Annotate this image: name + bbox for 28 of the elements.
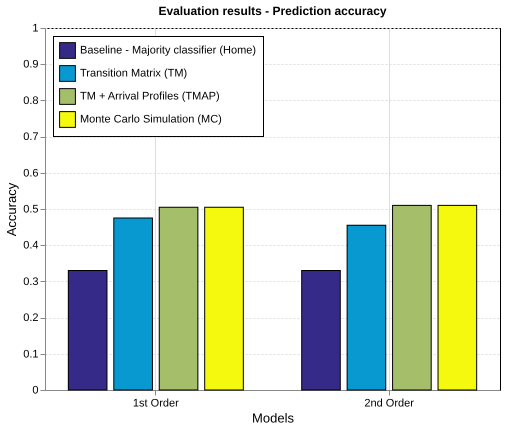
y-tick-label: 0.9 <box>23 58 38 71</box>
y-tick-label: 0.7 <box>23 131 38 144</box>
bar <box>158 206 198 390</box>
bar <box>438 204 478 390</box>
bar <box>301 270 341 390</box>
y-axis-title: Accuracy <box>4 182 20 236</box>
bar <box>392 204 432 390</box>
y-tick-label: 0.5 <box>23 204 38 216</box>
x-tick-label: 1st Order <box>132 398 180 410</box>
y-tick-label: 0.3 <box>23 276 38 288</box>
x-tick-label: 2nd Order <box>364 398 414 410</box>
y-tick-label: 0.2 <box>23 312 38 324</box>
bar <box>204 206 244 390</box>
y-tick-label: 1 <box>32 22 38 34</box>
bar <box>68 270 108 390</box>
chart-title: Evaluation results - Prediction accuracy <box>158 4 387 18</box>
y-tick-label: 0.4 <box>23 240 38 252</box>
y-tick-label: 0 <box>32 384 38 396</box>
y-tick-label: 0.6 <box>23 167 38 180</box>
legend-label: TM + Arrival Profiles (TMAP) <box>80 90 220 102</box>
bar <box>113 218 153 390</box>
y-tick-label: 0.8 <box>23 94 38 107</box>
x-axis-title: Models <box>252 410 294 426</box>
legend-label: Monte Carlo Simulation (MC) <box>80 114 222 126</box>
y-tick-label: 0.1 <box>23 348 38 360</box>
legend-label: Transition Matrix (TM) <box>80 68 188 80</box>
legend-label: Baseline - Majority classifier (Home) <box>80 44 256 56</box>
bar <box>346 224 386 390</box>
